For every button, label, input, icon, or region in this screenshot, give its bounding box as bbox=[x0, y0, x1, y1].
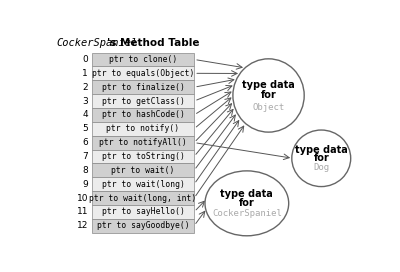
Text: 1: 1 bbox=[82, 69, 88, 78]
Text: for: for bbox=[261, 91, 276, 100]
Text: ptr to wait(long, int): ptr to wait(long, int) bbox=[89, 193, 197, 203]
Bar bbox=[92, 94, 194, 108]
Text: ptr to sayGoodbye(): ptr to sayGoodbye() bbox=[97, 221, 189, 230]
Bar bbox=[92, 80, 194, 94]
Text: CockerSpaniel: CockerSpaniel bbox=[212, 209, 282, 218]
Text: 's Method Table: 's Method Table bbox=[107, 38, 200, 48]
Text: 0: 0 bbox=[82, 55, 88, 64]
Bar bbox=[92, 66, 194, 80]
Text: type data: type data bbox=[295, 146, 348, 155]
Bar bbox=[92, 177, 194, 191]
Text: ptr to wait(): ptr to wait() bbox=[111, 166, 175, 175]
Text: Object: Object bbox=[252, 103, 285, 112]
Bar bbox=[92, 108, 194, 122]
Text: type data: type data bbox=[220, 189, 273, 199]
Text: for: for bbox=[239, 198, 255, 208]
Bar bbox=[92, 205, 194, 219]
Text: Dog: Dog bbox=[313, 163, 329, 172]
Text: type data: type data bbox=[242, 80, 295, 90]
Text: 6: 6 bbox=[82, 138, 88, 147]
Bar bbox=[92, 163, 194, 177]
Bar bbox=[92, 191, 194, 205]
Text: ptr to getClass(): ptr to getClass() bbox=[102, 97, 184, 106]
Text: ptr to equals(Object): ptr to equals(Object) bbox=[92, 69, 194, 78]
Text: ptr to toString(): ptr to toString() bbox=[102, 152, 184, 161]
Text: 4: 4 bbox=[82, 110, 88, 119]
Text: 3: 3 bbox=[82, 97, 88, 106]
Text: ptr to hashCode(): ptr to hashCode() bbox=[102, 110, 184, 119]
Text: 10: 10 bbox=[77, 193, 88, 203]
Bar bbox=[92, 136, 194, 150]
Text: for: for bbox=[313, 153, 329, 163]
Bar bbox=[92, 52, 194, 66]
Bar bbox=[92, 150, 194, 163]
Text: 11: 11 bbox=[77, 207, 88, 216]
Text: 7: 7 bbox=[82, 152, 88, 161]
Text: 12: 12 bbox=[77, 221, 88, 230]
Ellipse shape bbox=[233, 59, 304, 132]
Text: 5: 5 bbox=[82, 124, 88, 133]
Text: 8: 8 bbox=[82, 166, 88, 175]
Text: 9: 9 bbox=[82, 180, 88, 189]
Text: ptr to notify(): ptr to notify() bbox=[106, 124, 180, 133]
Text: ptr to finalize(): ptr to finalize() bbox=[102, 83, 184, 92]
Ellipse shape bbox=[205, 171, 289, 236]
Text: ptr to notifyAll(): ptr to notifyAll() bbox=[99, 138, 187, 147]
Text: 2: 2 bbox=[82, 83, 88, 92]
Text: ptr to wait(long): ptr to wait(long) bbox=[102, 180, 184, 189]
Bar bbox=[92, 219, 194, 233]
Text: CockerSpaniel: CockerSpaniel bbox=[56, 38, 138, 48]
Bar bbox=[92, 122, 194, 136]
Ellipse shape bbox=[292, 130, 351, 187]
Text: ptr to sayHello(): ptr to sayHello() bbox=[102, 207, 184, 216]
Text: ptr to clone(): ptr to clone() bbox=[109, 55, 177, 64]
